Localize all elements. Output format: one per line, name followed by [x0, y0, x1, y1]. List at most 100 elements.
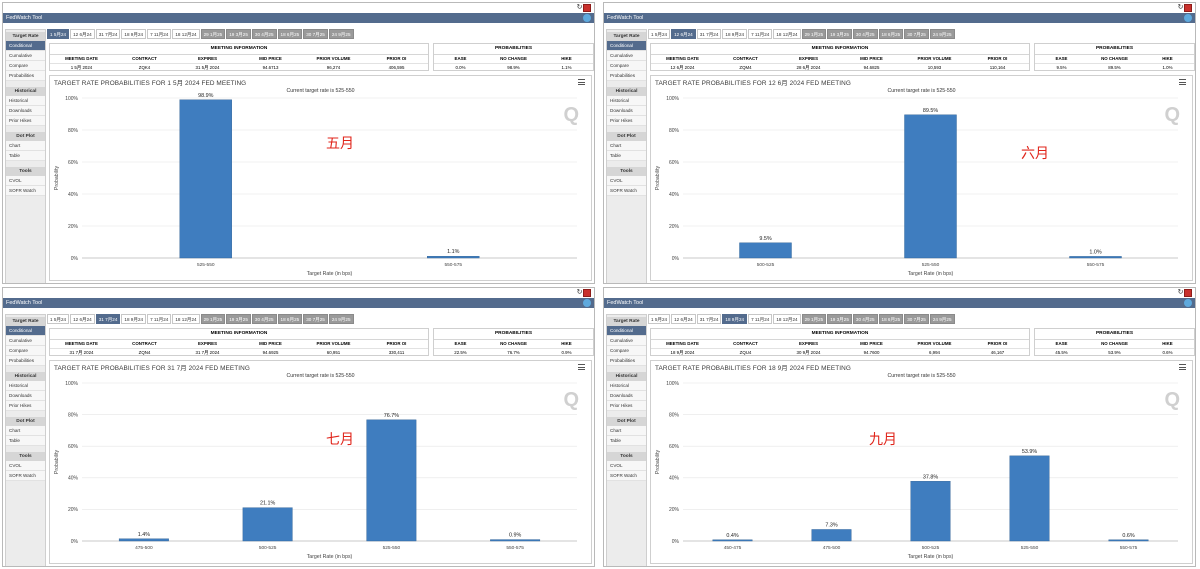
sidebar-item[interactable]: Downloads	[607, 391, 646, 401]
meeting-tab[interactable]: 30 7月25	[303, 29, 328, 39]
refresh-icon[interactable]: ↻	[1177, 289, 1184, 296]
sidebar-item[interactable]: Historical	[6, 381, 45, 391]
close-icon[interactable]	[1184, 289, 1192, 297]
meeting-tab[interactable]: 19 3月25	[827, 314, 852, 324]
meeting-tab[interactable]: 1 5月24	[47, 314, 70, 324]
sidebar-item[interactable]: Chart	[607, 141, 646, 151]
sidebar-item[interactable]: Compare	[6, 61, 45, 71]
meeting-tab[interactable]: 30 7月25	[303, 314, 328, 324]
sidebar-item[interactable]: Historical	[607, 96, 646, 106]
meeting-tab[interactable]: 7 11月24	[147, 29, 172, 39]
meeting-tab[interactable]: 30 4月25	[852, 314, 878, 324]
menu-icon[interactable]	[1179, 364, 1186, 372]
meeting-tab[interactable]: 19 3月25	[226, 29, 251, 39]
sidebar-item[interactable]: Chart	[6, 426, 45, 436]
meeting-tab[interactable]: 12 6月24	[671, 29, 696, 39]
meeting-tab[interactable]: 31 7月24	[696, 314, 722, 324]
sidebar-item[interactable]: CVOL	[607, 176, 646, 186]
sidebar-item[interactable]: Probabilities	[607, 356, 646, 366]
meeting-tab[interactable]: 31 7月24	[95, 314, 121, 324]
meeting-tab[interactable]: 30 4月25	[852, 29, 878, 39]
meeting-tab[interactable]: 24 9月25	[328, 314, 354, 324]
sidebar-item[interactable]: Compare	[607, 61, 646, 71]
meeting-tab[interactable]: 29 1月25	[801, 314, 827, 324]
sidebar-item[interactable]: Chart	[607, 426, 646, 436]
sidebar-item[interactable]: CVOL	[6, 461, 45, 471]
sidebar-item[interactable]: CVOL	[607, 461, 646, 471]
sidebar-item[interactable]: Prior Hikes	[607, 401, 646, 411]
meeting-tab[interactable]: 7 11月24	[748, 29, 773, 39]
meeting-tab[interactable]: 1 5月24	[648, 314, 671, 324]
sidebar-item[interactable]: Conditional	[607, 41, 646, 51]
refresh-icon[interactable]: ↻	[1177, 4, 1184, 11]
sidebar-item[interactable]: Table	[607, 436, 646, 446]
menu-icon[interactable]	[578, 364, 585, 372]
meeting-tab[interactable]: 18 9月24	[121, 314, 147, 324]
meeting-tab[interactable]: 30 7月25	[904, 314, 929, 324]
meeting-tab[interactable]: 29 1月25	[801, 29, 827, 39]
sidebar-item[interactable]: Downloads	[607, 106, 646, 116]
twitter-icon[interactable]	[583, 299, 591, 307]
meeting-tab[interactable]: 19 3月25	[226, 314, 251, 324]
twitter-icon[interactable]	[1184, 14, 1192, 22]
meeting-tab[interactable]: 29 1月25	[200, 314, 226, 324]
meeting-tab[interactable]: 19 3月25	[827, 29, 852, 39]
menu-icon[interactable]	[578, 79, 585, 87]
sidebar-item[interactable]: SOFR Watch	[6, 186, 45, 196]
meeting-tab[interactable]: 18 12月24	[172, 29, 200, 39]
meeting-tab[interactable]: 18 12月24	[773, 29, 801, 39]
sidebar-item[interactable]: Cumulative	[6, 51, 45, 61]
sidebar-item[interactable]: Cumulative	[6, 336, 45, 346]
sidebar-item[interactable]: Prior Hikes	[607, 116, 646, 126]
sidebar-item[interactable]: Conditional	[6, 326, 45, 336]
twitter-icon[interactable]	[583, 14, 591, 22]
meeting-tab[interactable]: 18 6月25	[277, 29, 303, 39]
sidebar-item[interactable]: Cumulative	[607, 51, 646, 61]
sidebar-item[interactable]: Historical	[6, 96, 45, 106]
meeting-tab[interactable]: 30 7月25	[904, 29, 929, 39]
meeting-tab[interactable]: 24 9月25	[929, 29, 955, 39]
meeting-tab[interactable]: 24 9月25	[328, 29, 354, 39]
sidebar-item[interactable]: Downloads	[6, 391, 45, 401]
sidebar-item[interactable]: Conditional	[6, 41, 45, 51]
sidebar-item[interactable]: Cumulative	[607, 336, 646, 346]
sidebar-item[interactable]: Table	[6, 151, 45, 161]
refresh-icon[interactable]: ↻	[576, 289, 583, 296]
sidebar-item[interactable]: Downloads	[6, 106, 45, 116]
sidebar-item[interactable]: SOFR Watch	[607, 471, 646, 481]
meeting-tab[interactable]: 18 9月24	[121, 29, 147, 39]
meeting-tab[interactable]: 7 11月24	[147, 314, 172, 324]
meeting-tab[interactable]: 29 1月25	[200, 29, 226, 39]
meeting-tab[interactable]: 12 6月24	[671, 314, 696, 324]
meeting-tab[interactable]: 1 5月24	[47, 29, 70, 39]
meeting-tab[interactable]: 31 7月24	[696, 29, 722, 39]
meeting-tab[interactable]: 18 6月25	[878, 314, 904, 324]
meeting-tab[interactable]: 18 9月24	[722, 29, 748, 39]
meeting-tab[interactable]: 30 4月25	[251, 314, 277, 324]
sidebar-item[interactable]: SOFR Watch	[6, 471, 45, 481]
sidebar-item[interactable]: Prior Hikes	[6, 401, 45, 411]
meeting-tab[interactable]: 1 5月24	[648, 29, 671, 39]
sidebar-item[interactable]: Probabilities	[6, 71, 45, 81]
meeting-tab[interactable]: 18 6月25	[878, 29, 904, 39]
twitter-icon[interactable]	[1184, 299, 1192, 307]
sidebar-item[interactable]: Prior Hikes	[6, 116, 45, 126]
meeting-tab[interactable]: 18 9月24	[722, 314, 748, 324]
meeting-tab[interactable]: 12 6月24	[70, 29, 95, 39]
sidebar-item[interactable]: Table	[6, 436, 45, 446]
sidebar-item[interactable]: Conditional	[607, 326, 646, 336]
meeting-tab[interactable]: 7 11月24	[748, 314, 773, 324]
close-icon[interactable]	[583, 289, 591, 297]
sidebar-item[interactable]: CVOL	[6, 176, 45, 186]
meeting-tab[interactable]: 18 12月24	[172, 314, 200, 324]
sidebar-item[interactable]: SOFR Watch	[607, 186, 646, 196]
sidebar-item[interactable]: Compare	[607, 346, 646, 356]
refresh-icon[interactable]: ↻	[576, 4, 583, 11]
meeting-tab[interactable]: 30 4月25	[251, 29, 277, 39]
meeting-tab[interactable]: 31 7月24	[95, 29, 121, 39]
sidebar-item[interactable]: Compare	[6, 346, 45, 356]
sidebar-item[interactable]: Probabilities	[607, 71, 646, 81]
sidebar-item[interactable]: Table	[607, 151, 646, 161]
meeting-tab[interactable]: 18 6月25	[277, 314, 303, 324]
sidebar-item[interactable]: Probabilities	[6, 356, 45, 366]
